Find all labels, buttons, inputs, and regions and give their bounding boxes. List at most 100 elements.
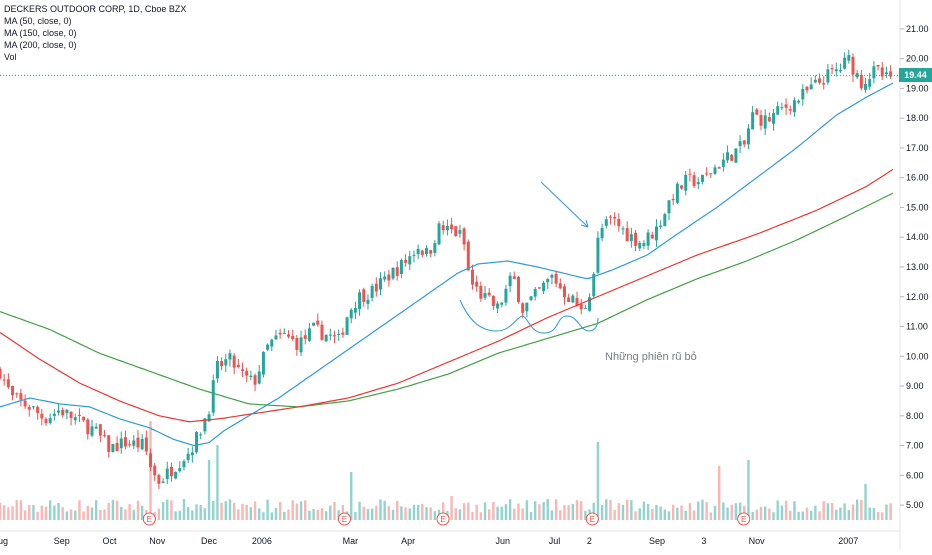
earnings-icon	[585, 512, 599, 526]
candle-body	[299, 337, 303, 353]
candle-body	[730, 154, 734, 161]
candle-body	[558, 283, 562, 289]
candle-body	[257, 371, 261, 384]
volume-bar	[722, 502, 725, 520]
x-tick-label: Oct	[103, 536, 118, 546]
volume-bar	[471, 511, 474, 520]
candle-body	[742, 140, 746, 145]
volume-bar	[826, 503, 830, 520]
candle-body	[199, 434, 203, 436]
candle-body	[788, 109, 792, 111]
earnings-icon	[142, 512, 156, 526]
volume-bar	[462, 503, 466, 520]
x-tick-label: Jun	[495, 536, 510, 546]
volume-bar	[500, 506, 503, 520]
legend-ma200[interactable]: MA (200, close, 0)	[4, 40, 77, 50]
candle-body	[107, 435, 111, 452]
volume-bar	[805, 507, 809, 520]
candle-body	[232, 355, 236, 368]
candle-body	[362, 289, 366, 302]
volume-bar	[324, 511, 328, 520]
candle-body	[186, 453, 190, 461]
volume-bar	[554, 499, 558, 520]
volume-bar	[157, 508, 161, 520]
candle-body	[889, 71, 893, 77]
y-tick-label: 21.00	[906, 24, 929, 34]
volume-bar	[701, 499, 704, 520]
candle-body	[847, 55, 851, 61]
candle-body	[759, 115, 763, 126]
volume-bar	[320, 508, 324, 520]
volume-bar	[621, 504, 625, 520]
candle-body	[320, 324, 324, 340]
candle-body	[491, 295, 495, 306]
legend-title: DECKERS OUTDOOR CORP, 1D, Cboe BZX	[4, 4, 187, 14]
candle-body	[44, 418, 48, 424]
candle-body	[600, 228, 604, 239]
legend-ma50[interactable]: MA (50, close, 0)	[4, 16, 72, 26]
candle-body	[161, 481, 165, 483]
volume-bar	[705, 502, 708, 520]
volume-bar	[107, 503, 110, 520]
candle-body	[496, 303, 500, 309]
volume-bar	[835, 509, 838, 520]
candle-body	[128, 444, 132, 446]
y-tick-label: 20.00	[906, 54, 929, 64]
volume-bar	[605, 499, 608, 520]
volume-bar	[65, 511, 69, 520]
candle-body	[692, 175, 696, 186]
volume-bar	[375, 505, 378, 520]
candle-body	[353, 307, 357, 313]
candle-body	[562, 286, 566, 298]
candle-body	[864, 84, 868, 90]
volume-bar	[709, 512, 713, 520]
earnings-label: E	[741, 515, 746, 524]
x-tick-label: Nov	[149, 536, 166, 546]
volume-bar	[692, 510, 696, 520]
x-tick-label: Sep	[649, 536, 665, 546]
candle-body	[15, 393, 19, 395]
volume-bar	[195, 504, 198, 520]
volume-bar	[99, 509, 102, 520]
candle-body	[82, 416, 86, 421]
legend-vol[interactable]: Vol	[4, 52, 17, 62]
arrow-head	[580, 219, 589, 228]
ma50-line	[0, 82, 894, 447]
candle-body	[843, 57, 847, 69]
candle-body	[659, 225, 663, 227]
candle-body	[282, 332, 286, 334]
candle-body	[772, 113, 776, 124]
volume-bar	[885, 504, 888, 520]
candle-body	[27, 406, 31, 410]
candle-body	[884, 72, 888, 75]
candle-body	[111, 444, 115, 452]
volume-bar	[207, 460, 211, 520]
earnings-icon	[337, 512, 351, 526]
candle-body	[667, 200, 671, 214]
x-tick-label: Apr	[401, 536, 415, 546]
volume-bar	[262, 512, 265, 520]
candle-body	[592, 273, 596, 297]
candle-body	[424, 248, 428, 255]
candle-body	[675, 183, 679, 203]
volume-bar	[90, 507, 94, 520]
volume-bar	[216, 445, 219, 520]
volume-bar	[278, 502, 282, 520]
candle-body	[383, 276, 387, 280]
candle-body	[826, 69, 830, 83]
volume-bar	[797, 511, 800, 520]
volume-bar	[366, 509, 370, 520]
legend-ma150[interactable]: MA (150, close, 0)	[4, 28, 77, 38]
candle-body	[245, 370, 249, 376]
earnings-label: E	[590, 515, 595, 524]
volume-bar	[270, 512, 273, 520]
volume-bar	[784, 500, 788, 520]
candle-body	[48, 418, 52, 423]
volume-bar	[253, 501, 257, 520]
volume-bar	[416, 504, 420, 520]
volume-bar	[488, 509, 491, 520]
volume-bar	[504, 504, 508, 520]
